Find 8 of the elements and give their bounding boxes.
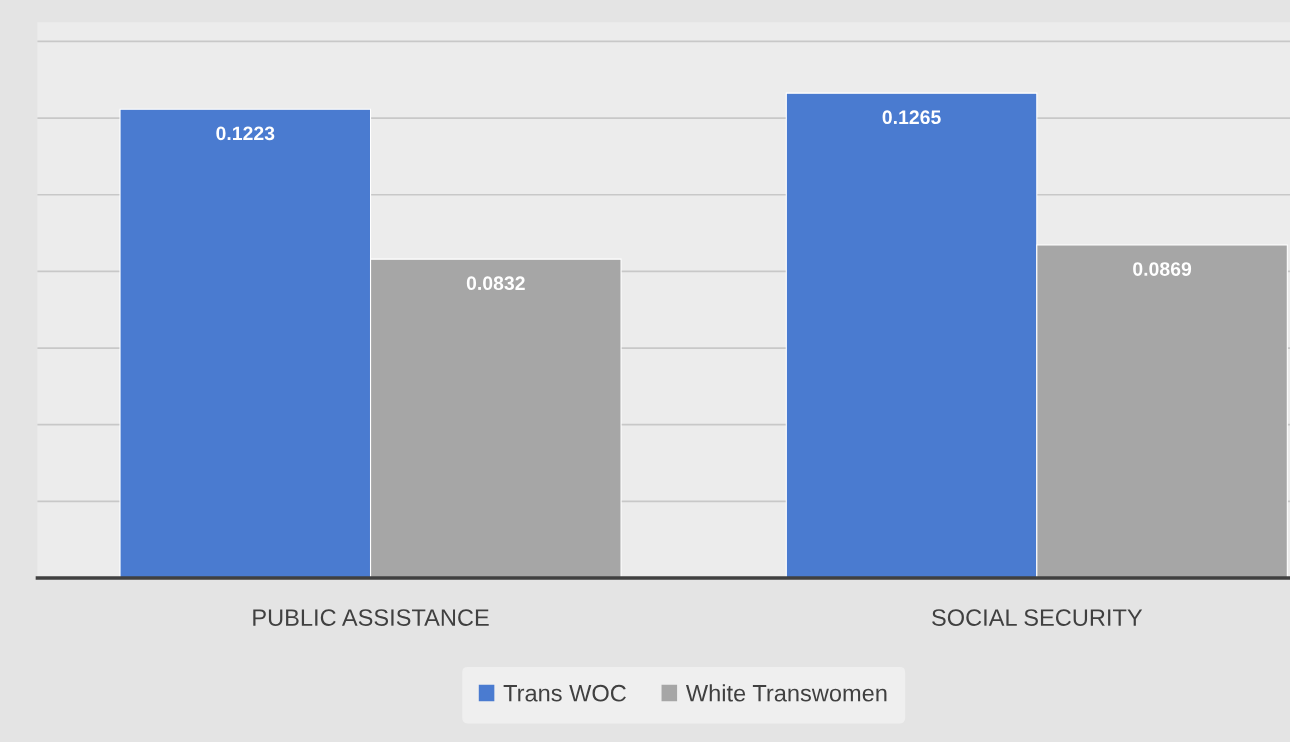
x-tick-label: SOCIAL SECURITY [932,609,1143,626]
x-tick-label: PUBLIC ASSISTANCE [253,609,489,626]
data-label: 0.1223 [216,126,275,141]
legend-label: Trans WOC [503,684,626,702]
data-label: 0.0832 [466,276,525,291]
data-label: 0.1265 [882,110,941,125]
data-label: 0.0869 [1133,262,1192,276]
legend-label: White Transwomen [685,684,887,702]
